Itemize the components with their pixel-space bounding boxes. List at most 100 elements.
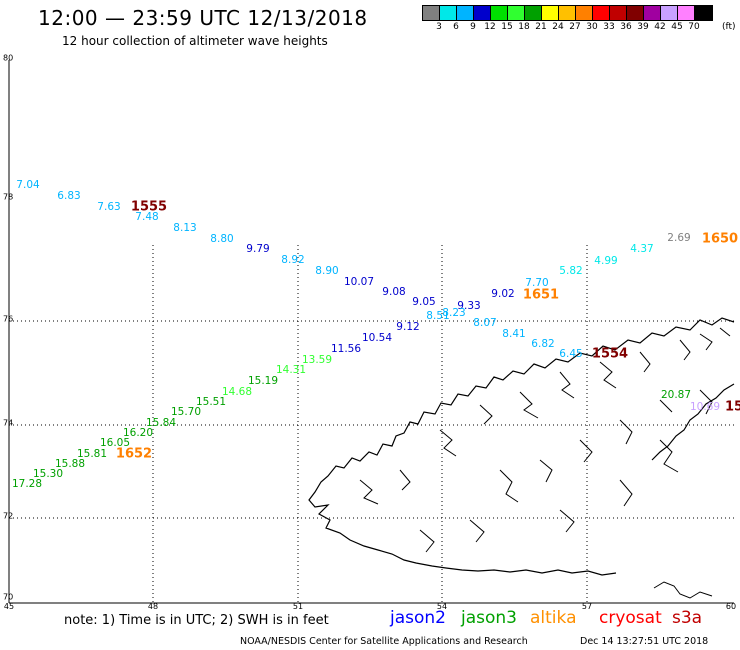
wave-height-label: 4.37 [630,243,654,255]
wave-height-label: 8.92 [281,254,305,266]
wave-height-label: 16.20 [122,427,154,439]
wave-height-label: 9.79 [246,243,270,255]
color-swatch [559,6,576,20]
wave-height-label: 9.12 [396,321,420,333]
color-scale-tick: 27 [569,22,581,32]
wave-height-label: 4.99 [594,255,618,267]
wave-height-label: 15.30 [32,468,64,480]
color-swatch [423,6,440,20]
color-swatch [440,6,457,20]
wave-height-label: 9.05 [412,296,436,308]
pass-time-label: 1651 [522,287,560,303]
pass-time-label: 1554 [591,346,629,362]
wave-height-label: 14.31 [275,364,307,376]
legend-jason3: jason3 [461,608,517,628]
lat-label-78: 78 [3,192,14,202]
color-swatch [457,6,474,20]
lat-label-76: 76 [3,314,14,324]
generated-timestamp: Dec 14 13:27:51 UTC 2018 [580,636,709,647]
wave-height-label: 8.80 [210,233,234,245]
color-swatch [576,6,593,20]
wave-height-label: 6.82 [531,338,555,350]
wave-height-label: 8.51 [426,310,450,322]
pass-time-label: 1650 [701,231,739,247]
wave-height-label: 16.05 [99,437,131,449]
color-scale-tick: 30 [586,22,598,32]
wave-height-label: 8.41 [502,328,526,340]
wave-height-label: 15.70 [170,406,202,418]
color-swatch [508,6,525,20]
color-scale-tick: 39 [637,22,649,32]
wave-height-label: 9.33 [457,300,481,312]
color-scale-tick: 42 [654,22,666,32]
wave-height-label: 9.08 [382,286,406,298]
wave-height-label: 20.87 [660,389,692,401]
lat-label-80: 80 [3,53,14,63]
color-scale-unit: (ft) [722,22,736,32]
color-scale-bar [422,5,713,21]
color-swatch [474,6,491,20]
legend-s3a: s3a [672,608,703,628]
wave-height-label: 17.28 [11,478,43,490]
wave-height-label: 14.68 [221,386,253,398]
color-scale-tick: 24 [552,22,564,32]
wave-height-label: 15.81 [76,448,108,460]
wave-height-label: 6.83 [57,190,81,202]
wave-height-label: 10.69 [689,401,721,413]
color-swatch [678,6,695,20]
wave-height-label: 15.51 [195,396,227,408]
credit-text: NOAA/NESDIS Center for Satellite Applica… [240,636,528,647]
lon-label-60: 60 [725,602,737,611]
color-swatch [525,6,542,20]
wave-height-label: 15.88 [54,458,86,470]
color-swatch [644,6,661,20]
pass-time-label: 15 [724,399,740,415]
page-title: 12:00 — 23:59 UTC 12/13/2018 [38,6,368,30]
lat-label-72: 72 [3,511,14,521]
island-outline [653,581,713,599]
color-scale-tick: 12 [484,22,496,32]
lon-label-45: 45 [3,602,15,611]
color-swatch [542,6,559,20]
color-swatch [661,6,678,20]
wave-height-label: 7.70 [525,277,549,289]
legend-altika: altika [530,608,577,628]
color-swatch [695,6,712,20]
wave-height-label: 15.19 [247,375,279,387]
wave-height-label: 2.69 [667,232,691,244]
pass-time-label: 1555 [130,199,168,215]
wave-height-label: 7.63 [97,201,121,213]
color-scale-tick: 36 [620,22,632,32]
graticule [9,245,734,603]
legend-cryosat: cryosat [599,608,662,628]
lat-label-74: 74 [3,418,14,428]
wave-height-label: 6.45 [559,348,583,360]
wave-height-label: 13.59 [301,354,333,366]
legend-jason2: jason2 [390,608,446,628]
wave-height-label: 10.54 [361,332,393,344]
page-subtitle: 12 hour collection of altimeter wave hei… [62,34,328,48]
color-scale-tick: 33 [603,22,615,32]
wave-height-label: 15.84 [145,417,177,429]
color-swatch [627,6,644,20]
wave-height-label: 8.07 [473,317,497,329]
lat-label-70: 70 [3,592,14,602]
lon-label-51: 51 [292,602,304,611]
color-scale-tick: 3 [436,22,442,32]
color-swatch [593,6,610,20]
lon-label-48: 48 [147,602,159,611]
color-scale-tick: 15 [501,22,513,32]
pass-time-label: 1652 [115,446,153,462]
wave-height-label: 11.56 [330,343,362,355]
color-scale-tick: 6 [453,22,459,32]
wave-height-label: 9.02 [491,288,515,300]
wave-height-label: 8.90 [315,265,339,277]
lon-label-54: 54 [436,602,448,611]
eastern-coastline [651,383,735,461]
wave-height-label: 8.13 [173,222,197,234]
color-scale-tick: 45 [671,22,683,32]
lon-label-57: 57 [581,602,593,611]
wave-height-label: 7.48 [135,211,159,223]
